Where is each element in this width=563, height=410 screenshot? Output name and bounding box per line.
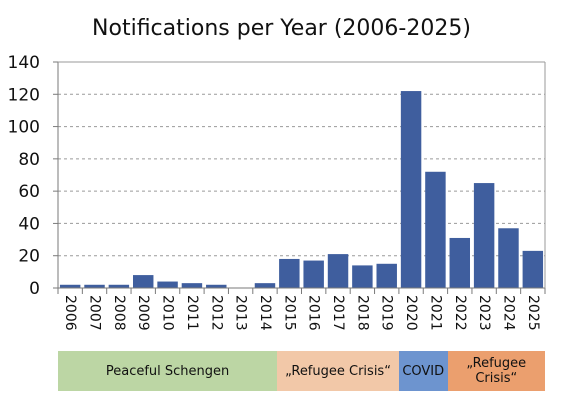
bar (352, 265, 373, 288)
x-tick-label: 2024 (500, 295, 516, 331)
bar (473, 183, 495, 288)
phase-label: COVID (402, 363, 445, 379)
chart-title: Notifications per Year (2006-2025) (92, 16, 471, 41)
phase-label: Peaceful Schengen (105, 363, 230, 379)
bar (181, 283, 203, 288)
bar (59, 284, 81, 288)
x-tick-label: 2023 (476, 295, 492, 331)
bar (376, 263, 397, 288)
bar (157, 281, 178, 288)
axes (53, 61, 546, 294)
bar (132, 275, 154, 288)
x-tick-label: 2017 (330, 295, 346, 331)
bar (84, 284, 105, 288)
bar (498, 228, 519, 288)
bar (522, 250, 544, 288)
x-tick-label: 2008 (111, 295, 127, 331)
bar (400, 91, 422, 288)
x-tick-label: 2022 (452, 295, 468, 331)
phase-band: „Refugee Crisis“ (277, 351, 399, 391)
y-tick-label: 80 (18, 150, 40, 170)
y-tick-label: 20 (18, 247, 40, 267)
x-tick-labels: 2006 2007 2008 2009 2010 2011 2012 2013 2014 2015… (62, 295, 541, 331)
bars (59, 91, 544, 288)
x-tick-label: 2009 (135, 295, 151, 331)
x-tick-label: 2025 (525, 295, 541, 331)
bar (303, 260, 324, 288)
x-tick-label: 2011 (184, 295, 200, 331)
bar (108, 284, 130, 288)
phase-band: Peaceful Schengen (58, 351, 278, 391)
x-tick-label: 2014 (257, 295, 273, 331)
x-tick-label: 2013 (233, 295, 249, 331)
y-tick-label: 0 (29, 279, 40, 299)
bar (327, 254, 349, 288)
phase-label: „Refugee Crisis“ (466, 356, 527, 386)
bar (449, 237, 471, 288)
phase-band: COVID (398, 351, 448, 391)
y-tick-label: 40 (18, 214, 40, 234)
x-tick-label: 2007 (87, 295, 103, 331)
phase-band: „Refugee Crisis“ (447, 351, 545, 391)
bar (279, 258, 300, 288)
y-tick-labels: 0 20 40 60 80 100 120 140 (8, 53, 40, 299)
x-tick-label: 2019 (379, 295, 395, 331)
y-tick-label: 120 (8, 85, 40, 105)
gridlines (58, 61, 545, 257)
x-tick-label: 2018 (354, 295, 370, 331)
x-tick-label: 2021 (427, 295, 443, 331)
bar (206, 284, 227, 288)
x-tick-label: 2015 (281, 295, 297, 331)
x-tick-label: 2016 (306, 295, 322, 331)
y-tick-label: 140 (8, 53, 40, 73)
y-tick-label: 60 (18, 182, 40, 202)
bar (425, 171, 446, 288)
x-tick-label: 2006 (62, 295, 78, 331)
y-tick-label: 100 (8, 118, 40, 138)
phase-label: „Refugee Crisis“ (285, 363, 391, 379)
bar (254, 283, 276, 288)
x-tick-label: 2020 (403, 295, 419, 331)
x-tick-label: 2010 (160, 295, 176, 331)
x-tick-label: 2012 (208, 295, 224, 331)
